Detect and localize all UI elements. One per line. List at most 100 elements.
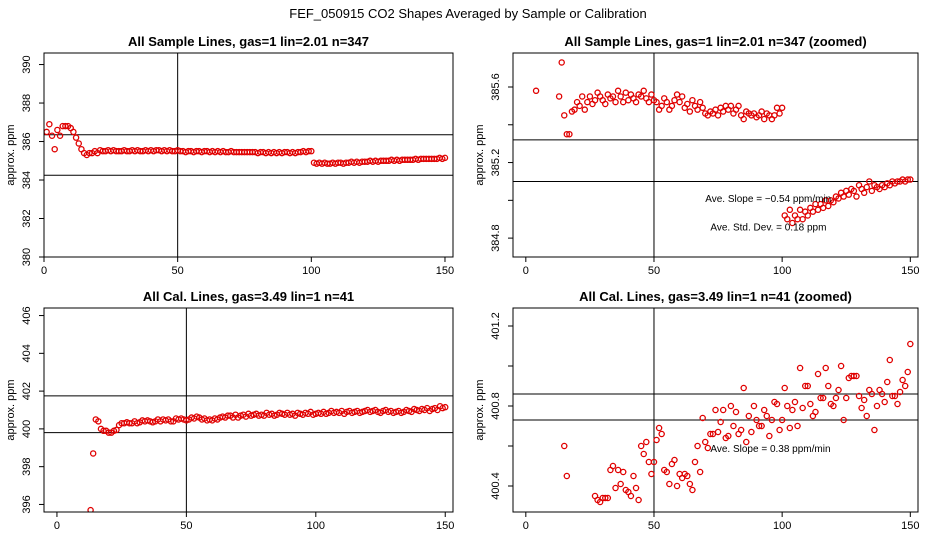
data-point — [743, 438, 750, 446]
data-point — [791, 398, 799, 406]
data-point — [614, 466, 622, 474]
data-point — [44, 128, 50, 136]
data-point — [48, 132, 56, 140]
data-point — [712, 406, 719, 414]
data-point — [863, 412, 870, 420]
y-axis-label: approx. ppm — [5, 124, 17, 185]
data-point — [673, 91, 681, 98]
y-tick-label: 400 — [21, 420, 33, 438]
data-point — [740, 115, 747, 123]
data-point — [612, 98, 619, 106]
x-tick-label: 0 — [523, 520, 529, 532]
data-point — [853, 193, 860, 200]
x-tick-label: 50 — [648, 265, 660, 277]
data-point — [707, 430, 714, 438]
data-point — [46, 120, 53, 128]
data-point — [760, 115, 768, 123]
y-tick-label: 384.8 — [490, 224, 502, 252]
data-point — [786, 206, 794, 214]
data-point — [758, 422, 765, 430]
data-point — [617, 480, 624, 488]
data-point — [563, 130, 571, 138]
data-point — [676, 98, 683, 106]
data-point — [584, 98, 591, 106]
data-point — [658, 430, 665, 438]
data-point — [653, 436, 660, 444]
data-point — [532, 87, 540, 95]
data-point — [799, 404, 806, 412]
data-point — [776, 426, 783, 434]
data-point — [671, 456, 678, 464]
data-point — [719, 406, 727, 414]
data-point — [645, 458, 653, 466]
panel-sample-lines-zoomed: All Sample Lines, gas=1 lin=2.01 n=347 (… — [474, 34, 919, 277]
y-tick-label: 400.8 — [490, 392, 502, 420]
data-point — [819, 394, 827, 402]
data-point — [70, 128, 77, 136]
data-point — [825, 202, 832, 210]
data-point — [75, 140, 83, 147]
data-point — [635, 496, 642, 504]
x-tick-label: 100 — [773, 265, 791, 277]
y-tick-label: 406 — [21, 306, 33, 324]
data-point — [755, 422, 763, 430]
data-point — [907, 340, 914, 348]
y-tick-label: 401.2 — [490, 312, 502, 340]
data-point — [602, 494, 609, 502]
data-point — [878, 390, 886, 398]
plot-frame — [43, 307, 454, 513]
plot-area — [513, 53, 918, 257]
figure-title: FEF_050915 CO2 Shapes Averaged by Sample… — [289, 6, 646, 21]
panel-title: All Sample Lines, gas=1 lin=2.01 n=347 — [128, 34, 369, 49]
data-point — [832, 394, 840, 402]
data-point — [62, 122, 69, 130]
plot-area — [513, 308, 918, 512]
data-point — [701, 438, 709, 446]
data-point — [737, 426, 745, 434]
data-point — [581, 106, 589, 113]
data-point — [825, 382, 832, 390]
data-point — [673, 482, 681, 490]
data-point — [883, 378, 891, 386]
data-point — [51, 145, 58, 153]
data-point — [614, 87, 622, 95]
y-tick-label: 396 — [21, 495, 33, 513]
data-point — [558, 59, 565, 66]
data-point — [732, 408, 740, 416]
panel-sample-lines: All Sample Lines, gas=1 lin=2.01 n=347 0 5… — [5, 34, 454, 277]
y-tick-label: 390 — [21, 55, 33, 73]
data-point — [586, 93, 594, 100]
data-point — [773, 400, 781, 408]
data-point — [840, 416, 847, 424]
data-point — [89, 450, 97, 457]
data-point — [901, 382, 909, 390]
x-tick-label: 150 — [436, 265, 454, 277]
data-point — [837, 362, 845, 370]
data-point — [868, 187, 876, 195]
data-point — [817, 394, 824, 402]
data-point — [668, 102, 676, 110]
plot-frame — [512, 52, 919, 258]
data-point — [699, 104, 706, 112]
data-point — [807, 400, 814, 408]
data-point — [686, 108, 694, 115]
data-point — [627, 492, 635, 500]
x-tick-label: 0 — [54, 520, 60, 532]
data-point — [794, 422, 801, 430]
data-point — [814, 370, 822, 378]
data-point — [735, 102, 742, 110]
data-point — [72, 134, 80, 141]
data-point — [655, 424, 663, 432]
y-tick-label: 404 — [21, 344, 33, 362]
data-point — [763, 412, 771, 420]
annotation-text: Ave. Slope = −0.54 ppm/min — [705, 194, 831, 205]
data-point — [308, 147, 315, 155]
data-point — [860, 189, 868, 197]
data-point — [750, 402, 758, 410]
data-point — [602, 100, 609, 108]
data-point — [714, 112, 722, 119]
y-axis-label: approx. ppm — [474, 379, 486, 440]
y-tick-label: 386 — [21, 132, 33, 150]
data-point — [894, 400, 901, 408]
data-point — [632, 98, 640, 106]
